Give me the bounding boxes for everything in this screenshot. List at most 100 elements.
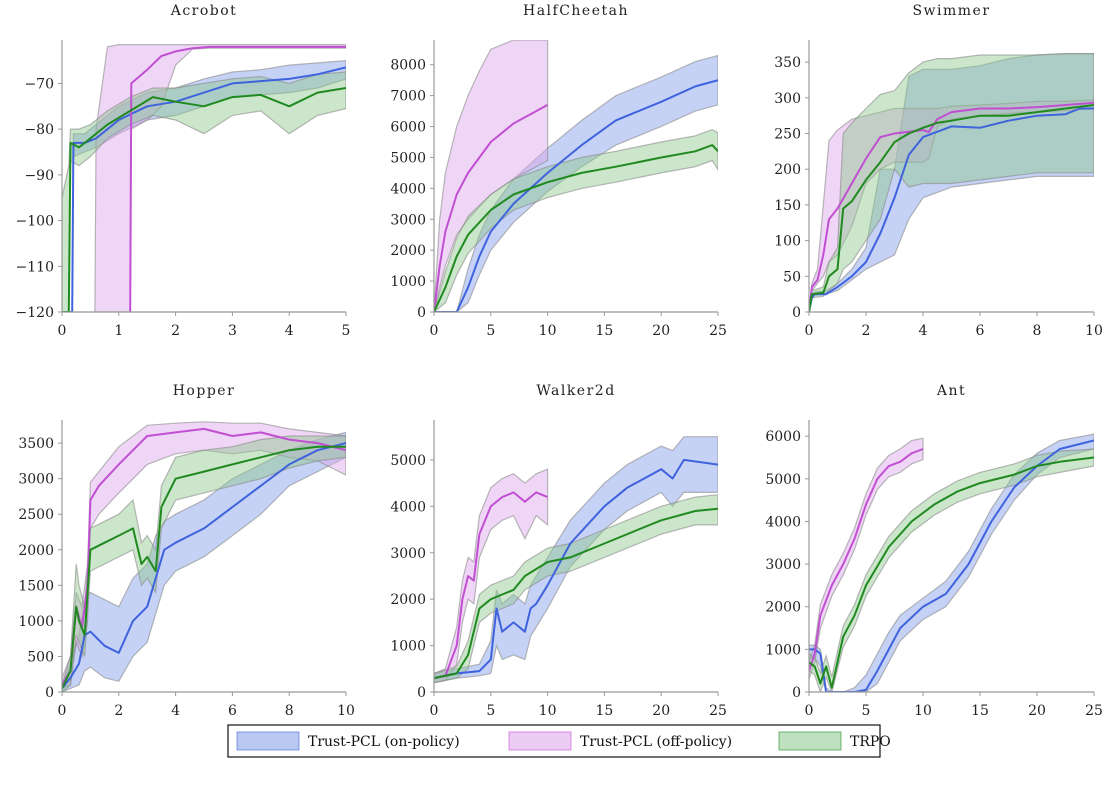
- y-tick-label: 0: [792, 685, 801, 701]
- legend-swatch-on-policy: [236, 731, 300, 751]
- y-tick-label: 500: [27, 649, 54, 665]
- y-tick-label: 7000: [390, 89, 426, 105]
- subplots: Acrobot 0 1 2 3 4 5 −120 −110 −100 −90 −80 −70 HalfCh…: [16, 3, 1103, 719]
- y-tick-label: 1000: [765, 642, 801, 658]
- subplot-ant: Ant 0 5 10 15 20 25 0 1000 2000 3000 4000 5000 6000: [765, 383, 1103, 719]
- plot-area: [62, 421, 346, 692]
- y-tick-label: 50: [783, 269, 801, 285]
- y-tick-label: 5000: [390, 453, 426, 469]
- y-tick-label: 1000: [390, 639, 426, 655]
- y-tick-label: 2000: [18, 543, 54, 559]
- x-tick-label: 0: [430, 323, 439, 339]
- subplot-title: Walker2d: [536, 383, 615, 399]
- y-tick-label: −90: [24, 168, 54, 184]
- x-tick-label: 8: [285, 703, 294, 719]
- x-tick-label: 4: [285, 323, 294, 339]
- y-tick-label: 1000: [390, 274, 426, 290]
- y-tick-label: 4000: [390, 499, 426, 515]
- x-tick-label: 4: [919, 323, 928, 339]
- x-tick-label: 25: [1085, 703, 1103, 719]
- y-tick-label: −80: [24, 122, 54, 138]
- y-tick-label: −110: [16, 259, 54, 275]
- band-on_policy: [809, 433, 1094, 692]
- y-tick-label: 8000: [390, 58, 426, 74]
- band-off_policy: [94, 44, 346, 312]
- y-tick-label: 5000: [765, 472, 801, 488]
- x-tick-label: 0: [805, 703, 814, 719]
- y-tick-label: 0: [45, 685, 54, 701]
- y-tick-label: 300: [774, 91, 801, 107]
- band-trpo: [809, 448, 1094, 692]
- line-on_policy: [62, 442, 346, 690]
- plot-area: [809, 53, 1094, 312]
- plot-area: [62, 44, 346, 312]
- x-tick-label: 20: [652, 323, 670, 339]
- x-tick-label: 2: [171, 323, 180, 339]
- subplot-title: HalfCheetah: [523, 3, 629, 19]
- line-off_policy: [129, 45, 346, 312]
- plot-area: [434, 436, 718, 684]
- line-trpo: [62, 445, 346, 689]
- y-tick-label: 3000: [390, 212, 426, 228]
- subplot-title: Hopper: [173, 383, 236, 399]
- line-trpo: [434, 507, 718, 680]
- y-tick-label: 3500: [18, 436, 54, 452]
- band-on_policy: [434, 54, 718, 312]
- x-tick-label: 15: [595, 703, 613, 719]
- subplot-acrobot: Acrobot 0 1 2 3 4 5 −120 −110 −100 −90 −80 −70: [16, 3, 351, 339]
- legend-label-on-policy: Trust-PCL (on-policy): [308, 734, 460, 750]
- y-tick-label: 0: [417, 305, 426, 321]
- x-tick-label: 25: [709, 703, 727, 719]
- y-tick-label: −100: [16, 214, 54, 230]
- x-tick-label: 10: [539, 323, 557, 339]
- subplot-title: Swimmer: [912, 3, 990, 19]
- y-tick-label: 3000: [390, 546, 426, 562]
- x-tick-label: 15: [595, 323, 613, 339]
- line-on_policy: [809, 107, 1094, 312]
- plot-area: [434, 40, 718, 312]
- line-on_policy: [434, 458, 718, 680]
- line-trpo: [809, 456, 1094, 689]
- x-tick-label: 10: [1085, 323, 1103, 339]
- y-tick-label: 0: [792, 305, 801, 321]
- line-off_policy: [434, 104, 549, 312]
- x-tick-label: 4: [171, 703, 180, 719]
- x-tick-label: 15: [971, 703, 989, 719]
- x-tick-label: 5: [862, 703, 871, 719]
- line-trpo: [434, 144, 718, 312]
- y-tick-label: 1000: [18, 614, 54, 630]
- x-tick-label: 10: [914, 703, 932, 719]
- line-on_policy: [62, 66, 346, 312]
- x-tick-label: 25: [709, 323, 727, 339]
- x-tick-label: 2: [114, 703, 123, 719]
- x-tick-label: 0: [58, 323, 67, 339]
- legend-swatch-trpo: [778, 731, 842, 751]
- y-tick-label: 3000: [765, 557, 801, 573]
- y-tick-label: 6000: [390, 120, 426, 136]
- line-off_policy: [809, 448, 924, 672]
- x-tick-label: 6: [228, 703, 237, 719]
- x-tick-label: 20: [652, 703, 670, 719]
- y-tick-label: 4000: [390, 181, 426, 197]
- x-tick-label: 1: [114, 323, 123, 339]
- y-tick-label: 150: [774, 198, 801, 214]
- y-tick-label: −120: [16, 305, 54, 321]
- band-trpo: [62, 71, 346, 312]
- band-off_policy: [434, 40, 549, 312]
- x-tick-label: 5: [486, 323, 495, 339]
- x-tick-label: 0: [430, 703, 439, 719]
- band-off_policy: [809, 99, 1094, 312]
- x-tick-label: 2: [862, 323, 871, 339]
- y-tick-label: 5000: [390, 150, 426, 166]
- y-tick-label: 350: [774, 55, 801, 71]
- x-tick-label: 0: [58, 703, 67, 719]
- y-tick-label: 250: [774, 127, 801, 143]
- subplot-title: Ant: [936, 383, 966, 399]
- x-tick-label: 5: [486, 703, 495, 719]
- subplot-halfcheetah: HalfCheetah 0 5 10 15 20 25 0 1000 2000 3000 4000 50…: [390, 3, 727, 339]
- plot-area: [809, 433, 1094, 692]
- y-tick-label: 2500: [18, 507, 54, 523]
- line-off_policy: [809, 101, 1094, 312]
